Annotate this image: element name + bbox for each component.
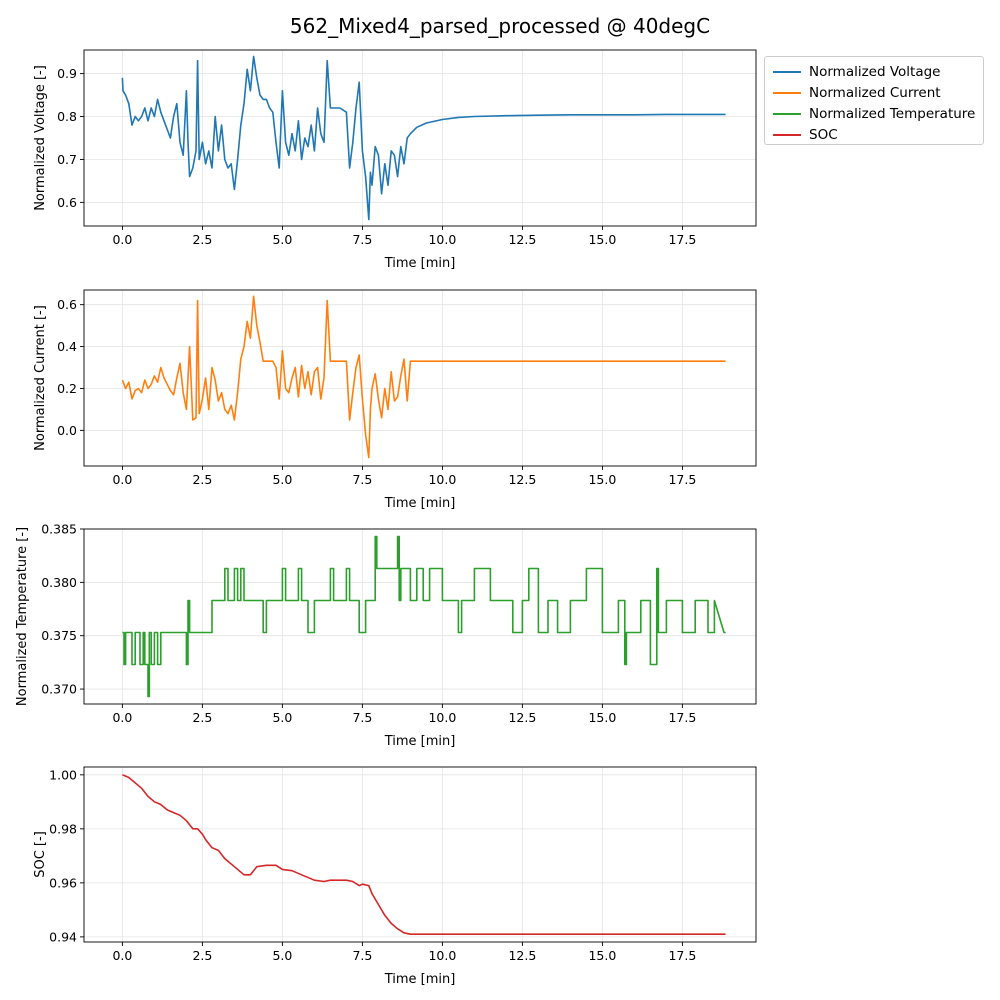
- legend-swatch-soc: [773, 133, 801, 136]
- series-line-normalized-temperature: [122, 535, 726, 698]
- x-tick-label: 5.0: [272, 710, 292, 725]
- y-tick-label: 0.385: [41, 522, 77, 537]
- x-tick-label: 0.0: [112, 472, 132, 487]
- legend-label-temperature: Normalized Temperature: [809, 105, 976, 122]
- y-tick-label: 0.7: [57, 152, 77, 167]
- y-tick-label: 0.375: [41, 628, 77, 643]
- x-tick-label: 10.0: [428, 710, 456, 725]
- y-axis-label: Normalized Voltage [-]: [33, 65, 48, 211]
- legend-label-current: Normalized Current: [809, 84, 941, 101]
- x-tick-label: 17.5: [668, 472, 696, 487]
- axes-frame: [83, 289, 757, 467]
- y-axis-label: Normalized Temperature [-]: [15, 527, 30, 706]
- subplot-3: 0.0 2.5 5.0 7.5 10.0 12.5 15.0 17.5 0.370 0.375 0.…: [15, 522, 757, 749]
- axes-frame: [83, 766, 757, 943]
- legend-swatch-current: [773, 91, 801, 94]
- x-tick-label: 7.5: [352, 948, 372, 963]
- y-tick-label: 0.6: [57, 195, 77, 210]
- y-tick-label: 0.2: [57, 381, 77, 396]
- series-line-soc: [122, 774, 726, 936]
- x-tick-label: 17.5: [668, 232, 696, 247]
- x-tick-label: 17.5: [668, 948, 696, 963]
- x-tick-label: 5.0: [272, 948, 292, 963]
- y-tick-label: 0.8: [57, 109, 77, 124]
- legend-item-soc: SOC: [773, 124, 983, 145]
- x-axis-label: Time [min]: [384, 256, 456, 271]
- subplot-1: 0.0 2.5 5.0 7.5 10.0 12.5 15.0 17.5 0.6 0.7 0.8 0.9…: [33, 49, 757, 271]
- y-tick-label: 0.94: [49, 929, 77, 944]
- legend-label-soc: SOC: [809, 126, 838, 143]
- x-tick-label: 10.0: [428, 948, 456, 963]
- x-tick-label: 0.0: [112, 232, 132, 247]
- y-tick-label: 0.0: [57, 423, 77, 438]
- x-tick-label: 15.0: [588, 232, 616, 247]
- y-tick-label: 0.96: [49, 875, 77, 890]
- legend: Normalized Voltage Normalized Current No…: [764, 56, 984, 145]
- y-tick-label: 1.00: [49, 767, 77, 782]
- x-tick-label: 12.5: [508, 948, 536, 963]
- series-line-normalized-current: [121, 295, 726, 459]
- x-tick-label: 10.0: [428, 472, 456, 487]
- legend-item-current: Normalized Current: [773, 82, 983, 103]
- subplot-2: 0.0 2.5 5.0 7.5 10.0 12.5 15.0 17.5 0.0 0.2 0.4 0.6…: [33, 289, 757, 511]
- figure-title: 562_Mixed4_parsed_processed @ 40degC: [289, 14, 711, 38]
- x-tick-label: 7.5: [352, 710, 372, 725]
- x-tick-label: 12.5: [508, 472, 536, 487]
- x-tick-label: 5.0: [272, 232, 292, 247]
- x-axis-label: Time [min]: [384, 972, 456, 987]
- legend-swatch-temperature: [773, 112, 801, 115]
- axes-frame: [83, 49, 757, 227]
- x-tick-label: 2.5: [192, 948, 212, 963]
- subplot-4: 0.0 2.5 5.0 7.5 10.0 12.5 15.0 17.5 0.94 0.96 0.98…: [33, 766, 757, 987]
- x-tick-label: 0.0: [112, 710, 132, 725]
- y-tick-label: 0.370: [41, 682, 77, 697]
- y-axis-label: Normalized Current [-]: [33, 305, 48, 451]
- legend-label-voltage: Normalized Voltage: [809, 63, 941, 80]
- y-axis-label: SOC [-]: [33, 831, 48, 878]
- x-axis-label: Time [min]: [384, 496, 456, 511]
- x-tick-label: 0.0: [112, 948, 132, 963]
- y-tick-label: 0.6: [57, 297, 77, 312]
- legend-item-temperature: Normalized Temperature: [773, 103, 983, 124]
- x-tick-label: 2.5: [192, 710, 212, 725]
- x-tick-label: 2.5: [192, 472, 212, 487]
- series-line-normalized-voltage: [121, 55, 726, 221]
- axes-frame: [83, 528, 757, 705]
- x-tick-label: 15.0: [588, 948, 616, 963]
- x-tick-label: 15.0: [588, 472, 616, 487]
- x-tick-label: 5.0: [272, 472, 292, 487]
- x-tick-label: 7.5: [352, 472, 372, 487]
- x-tick-label: 15.0: [588, 710, 616, 725]
- legend-item-voltage: Normalized Voltage: [773, 61, 983, 82]
- x-tick-label: 2.5: [192, 232, 212, 247]
- y-tick-label: 0.98: [49, 821, 77, 836]
- x-axis-label: Time [min]: [384, 734, 456, 749]
- x-tick-label: 12.5: [508, 232, 536, 247]
- y-tick-label: 0.380: [41, 575, 77, 590]
- legend-swatch-voltage: [773, 70, 801, 73]
- x-tick-label: 10.0: [428, 232, 456, 247]
- y-tick-label: 0.4: [57, 339, 77, 354]
- y-tick-label: 0.9: [57, 66, 77, 81]
- x-tick-label: 17.5: [668, 710, 696, 725]
- x-tick-label: 12.5: [508, 710, 536, 725]
- x-tick-label: 7.5: [352, 232, 372, 247]
